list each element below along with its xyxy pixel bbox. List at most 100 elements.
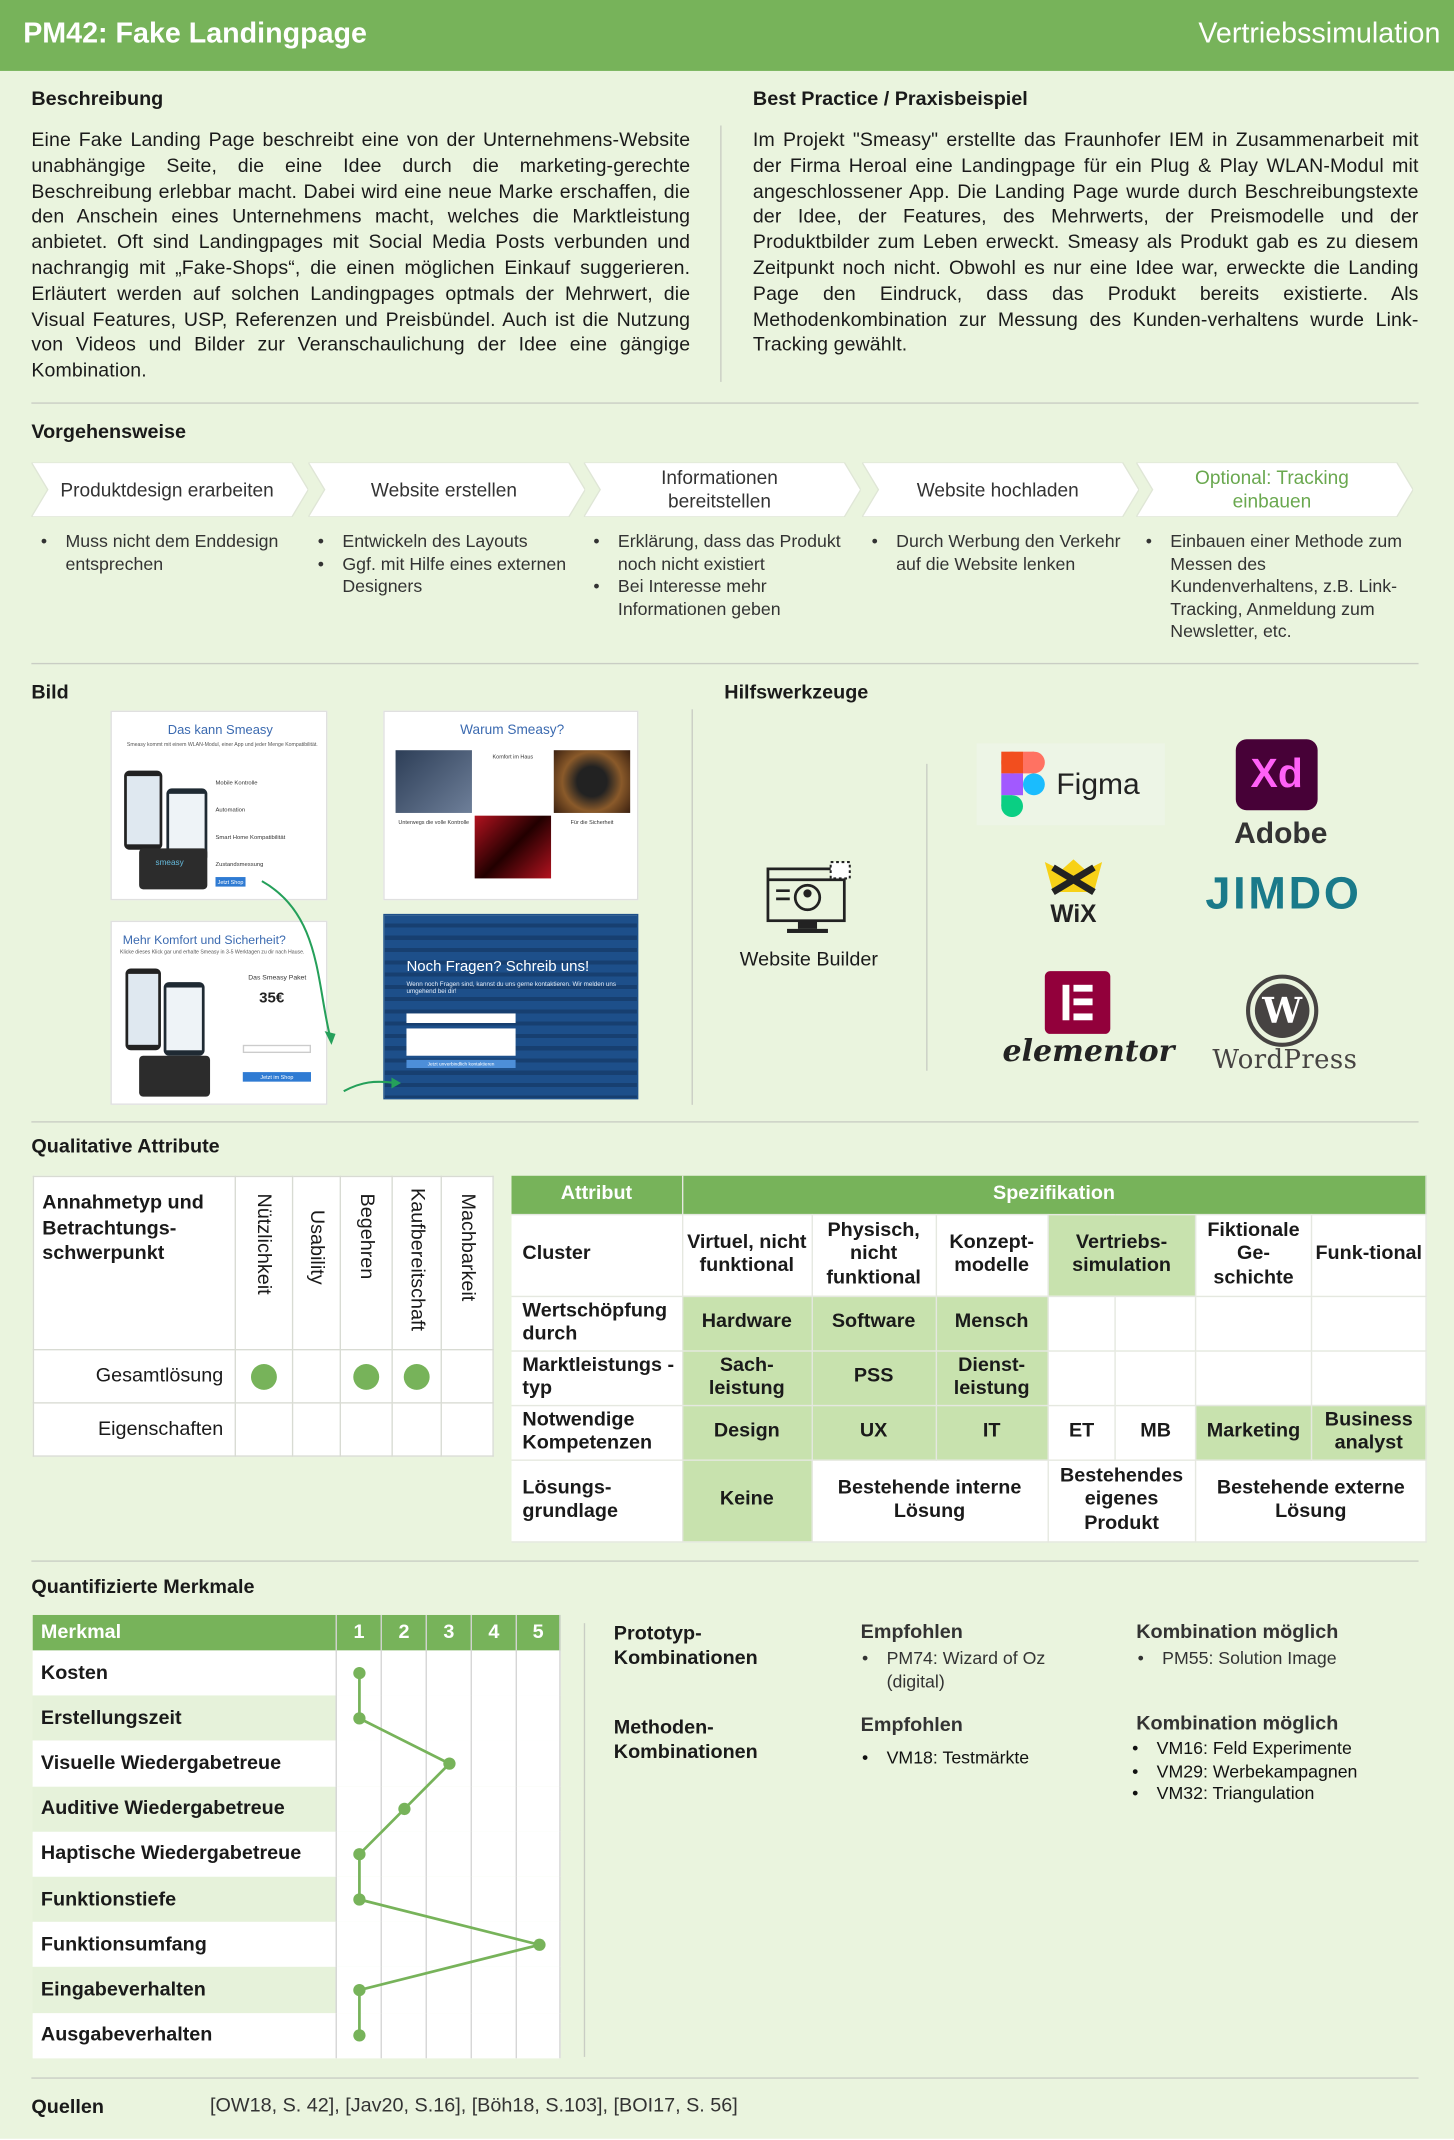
rating-cell	[471, 1786, 517, 1832]
flow-arrows	[261, 880, 402, 1093]
rating-cell	[426, 1876, 473, 1923]
shot-subtitle: Wenn noch Fragen sind, kannst du uns ger…	[406, 980, 617, 995]
rating-line	[353, 1666, 546, 2042]
svg-text:W: W	[1261, 991, 1303, 1032]
rating-cell	[516, 1967, 561, 2013]
screenshot-why: Warum Smeasy? Komfort im Haus Unterwegs …	[383, 710, 639, 901]
merkmal-label: Auditive Wiedergabetreue	[32, 1786, 338, 1832]
rating-point	[398, 1802, 411, 1816]
spec-cell-selected: Sach-leistung	[682, 1350, 813, 1406]
website-builder-icon	[766, 861, 851, 933]
process-step-title: Optional: Tracking einbauen	[1194, 466, 1349, 512]
row-label: Eigenschaften	[32, 1402, 236, 1457]
process-step-title: Website erstellen	[370, 478, 518, 500]
rating-cell	[381, 2012, 428, 2058]
shot-label: Für die Sicherheit	[570, 818, 614, 826]
rating-cell	[426, 1786, 473, 1832]
rating-point	[353, 1893, 366, 1906]
best-practice-text: Im Projekt "Smeasy" erstellte das Fraunh…	[752, 129, 1419, 357]
attribute-cell	[391, 1348, 443, 1404]
rating-cell	[471, 1695, 517, 1741]
spec-cell-selected: Mensch	[935, 1295, 1049, 1352]
focus-label: Annahmetyp und Betrachtungs-schwerpunkt	[32, 1175, 236, 1351]
page-title: PM42: Fake Landingpage	[23, 17, 368, 50]
shot-title: Mehr Komfort und Sicherheit?	[122, 932, 286, 947]
loesung-label: Lösungs-grundlage	[511, 1459, 683, 1543]
merkmal-label: Funktionstiefe	[32, 1876, 338, 1923]
merkmal-row: Ausgabeverhalten	[32, 2012, 561, 2058]
rating-cell	[471, 1876, 517, 1923]
elementor-icon	[1044, 971, 1111, 1034]
spec-cell-selected: Keine	[682, 1459, 813, 1543]
bullet-item: Ggf. mit Hilfe eines externen Designers	[312, 553, 575, 598]
spec-cell-selected: Hardware	[682, 1295, 813, 1352]
bullet-item: Entwickeln des Layouts	[312, 531, 575, 554]
rating-cell	[381, 1967, 428, 2013]
scale-1: 1	[336, 1614, 383, 1651]
shot-title: Warum Smeasy?	[460, 722, 565, 738]
photo-socks	[474, 815, 552, 879]
rating-point	[353, 1666, 366, 1680]
rating-cell	[516, 1695, 561, 1741]
process-step: Website hochladen	[862, 462, 1139, 517]
col-kaufbereitschaft: Kaufbereitschaft	[406, 1188, 428, 1331]
rating-cell	[336, 1786, 383, 1832]
shot-label: Komfort im Haus	[492, 752, 534, 760]
shop-button: Jetzt Shop	[215, 877, 246, 887]
col-nuetzlichkeit: Nützlichkeit	[252, 1193, 275, 1295]
screenshot-contact: Noch Fragen? Schreib uns! Wenn noch Frag…	[383, 913, 639, 1100]
rating-cell	[381, 1831, 428, 1877]
spec-cell: MB	[1115, 1404, 1197, 1461]
row-kompetenzen: Notwendige Kompetenzen Design UX IT ET M…	[511, 1404, 1427, 1461]
merkmal-row: Funktionstiefe	[32, 1876, 561, 1923]
spec-cell: Bestehendes eigenes Produkt	[1047, 1459, 1197, 1543]
process-step-title: Informationen bereitstellen	[661, 466, 778, 512]
rating-cell	[336, 1922, 383, 1968]
rating-cell	[381, 1922, 428, 1968]
divider	[31, 1560, 1419, 1562]
attribute-cell	[340, 1402, 394, 1457]
cluster-cell: Konzept-modelle	[935, 1213, 1049, 1297]
divider	[691, 709, 693, 1105]
wertschoepfung-label: Wertschöpfung durch	[511, 1295, 683, 1352]
rating-cell	[516, 1650, 561, 1696]
feature-list: Mobile Kontrolle Automation Smart Home K…	[216, 769, 325, 878]
rating-cell	[426, 1831, 473, 1877]
prototyp-kombi-list: PM55: Solution Image	[1132, 1648, 1405, 1671]
shop-button: Jetzt im Shop	[242, 1072, 311, 1082]
spec-cell-selected: UX	[811, 1404, 937, 1461]
merkmal-table: Merkmal 1 2 3 4 5 Kosten Erstellungszeit V…	[32, 1614, 561, 2058]
divider	[31, 1121, 1419, 1123]
prototyp-kombi-moeglich-label: Kombination möglich	[1136, 1621, 1339, 1644]
cluster-cell: Physisch, nicht funktional	[811, 1213, 937, 1297]
screenshot-features: Das kann Smeasy Smeasy kommt mit einem W…	[110, 710, 328, 901]
merkmal-row: Erstellungszeit	[32, 1695, 561, 1741]
prototyp-empfohlen-label: Empfohlen	[860, 1621, 963, 1644]
merkmal-label: Funktionsumfang	[32, 1922, 338, 1968]
rating-cell	[471, 1967, 517, 2013]
bullet-item: Durch Werbung den Verkehr auf die Websit…	[866, 531, 1129, 576]
process-step: Produktdesign erarbeiten	[31, 462, 309, 517]
qualitativ-heading: Qualitative Attribute	[31, 1136, 220, 1159]
list-item: VM16: Feld Experimente	[1127, 1738, 1413, 1761]
spec-cell-selected: PSS	[811, 1350, 937, 1406]
marktleistung-label: Marktleistungs -typ	[511, 1350, 683, 1406]
col-machbarkeit: Machbarkeit	[456, 1193, 479, 1302]
wix-crown-icon	[1044, 859, 1103, 895]
divider	[31, 402, 1419, 404]
phone-image	[125, 968, 161, 1051]
list-item: VM18: Testmärkte	[857, 1747, 1089, 1770]
package-price: 35€	[259, 990, 285, 1007]
phone-image	[163, 982, 205, 1056]
list-item: VM29: Werbekampagnen	[1127, 1760, 1413, 1783]
spec-cell-selected: Marketing	[1195, 1404, 1313, 1461]
jimdo-label: JIMDO	[1205, 867, 1362, 918]
photo-business	[395, 750, 472, 813]
rating-cell	[381, 1650, 428, 1696]
row-gesamtloesung: Gesamtlösung	[32, 1348, 494, 1404]
merkmal-label: Haptische Wiedergabetreue	[32, 1831, 338, 1877]
merkmal-header: Merkmal	[32, 1614, 338, 1651]
divider	[31, 2077, 1419, 2079]
